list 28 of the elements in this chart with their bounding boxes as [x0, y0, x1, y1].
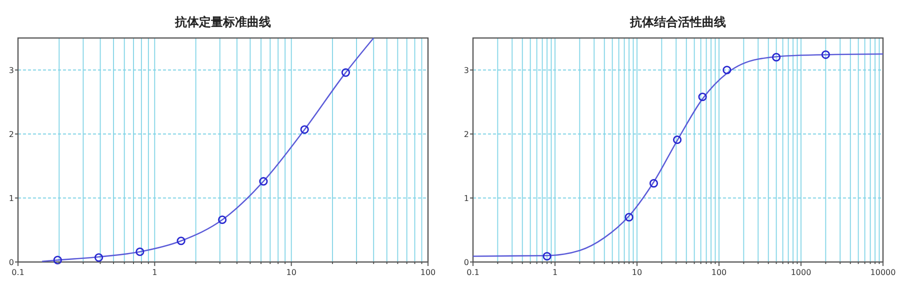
y-tick-label: 1 [464, 194, 469, 203]
x-tick-label: 10000 [870, 268, 896, 277]
x-tick-label: 1 [152, 268, 158, 277]
x-tick-label: 10 [632, 268, 642, 277]
chart-title: 抗体定量标准曲线 [174, 15, 271, 29]
point [94, 253, 104, 262]
y-tick-label: 3 [8, 66, 14, 75]
x-tick-label: 1 [552, 268, 558, 277]
point [218, 215, 227, 224]
point [53, 256, 62, 264]
point [259, 177, 268, 186]
x-tick-label: 100 [711, 268, 727, 277]
x-tick-label: 0.1 [12, 268, 24, 277]
point [176, 236, 186, 246]
y-tick-label: 2 [8, 130, 14, 139]
y-tick-label: 3 [464, 66, 469, 75]
x-tick-label: 10 [286, 268, 296, 277]
x-tick-label: 100 [420, 268, 436, 277]
point [136, 247, 144, 256]
point [300, 125, 309, 134]
chart-title: 抗体结合活性曲线 [629, 15, 726, 29]
y-tick-label: 0 [464, 258, 469, 267]
y-tick-label: 0 [8, 258, 14, 267]
y-tick-label: 1 [8, 194, 14, 203]
x-tick-label: 1000 [790, 268, 812, 277]
y-tick-label: 2 [464, 130, 469, 139]
x-tick-label: 0.1 [466, 268, 480, 277]
point [341, 68, 350, 77]
